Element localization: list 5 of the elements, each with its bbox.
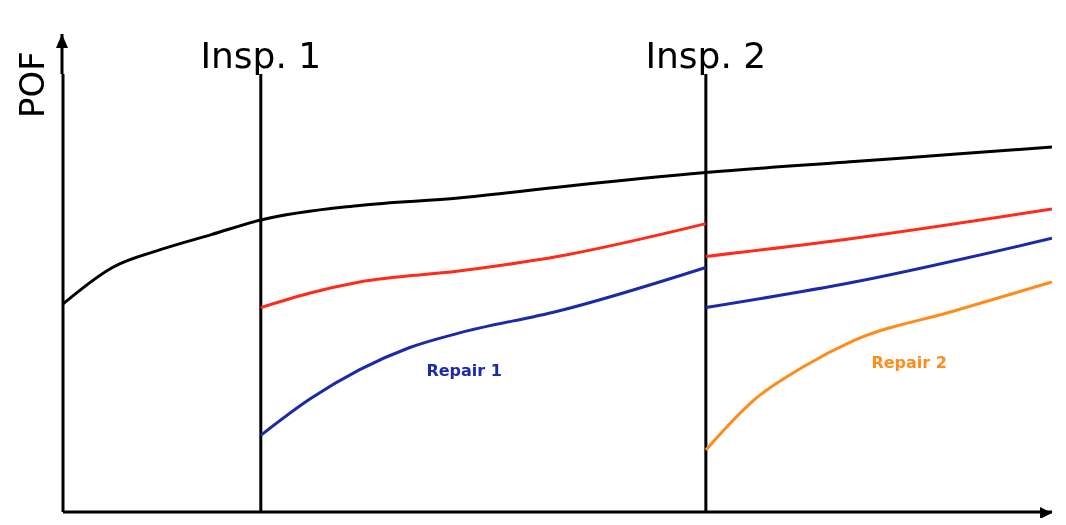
text: Insp. 1	[200, 35, 322, 76]
text: Insp. 2	[645, 35, 767, 76]
y-axis-title: POF	[12, 51, 52, 118]
series-label: Repair 1	[426, 360, 502, 380]
series-label: Repair 2	[871, 353, 947, 373]
